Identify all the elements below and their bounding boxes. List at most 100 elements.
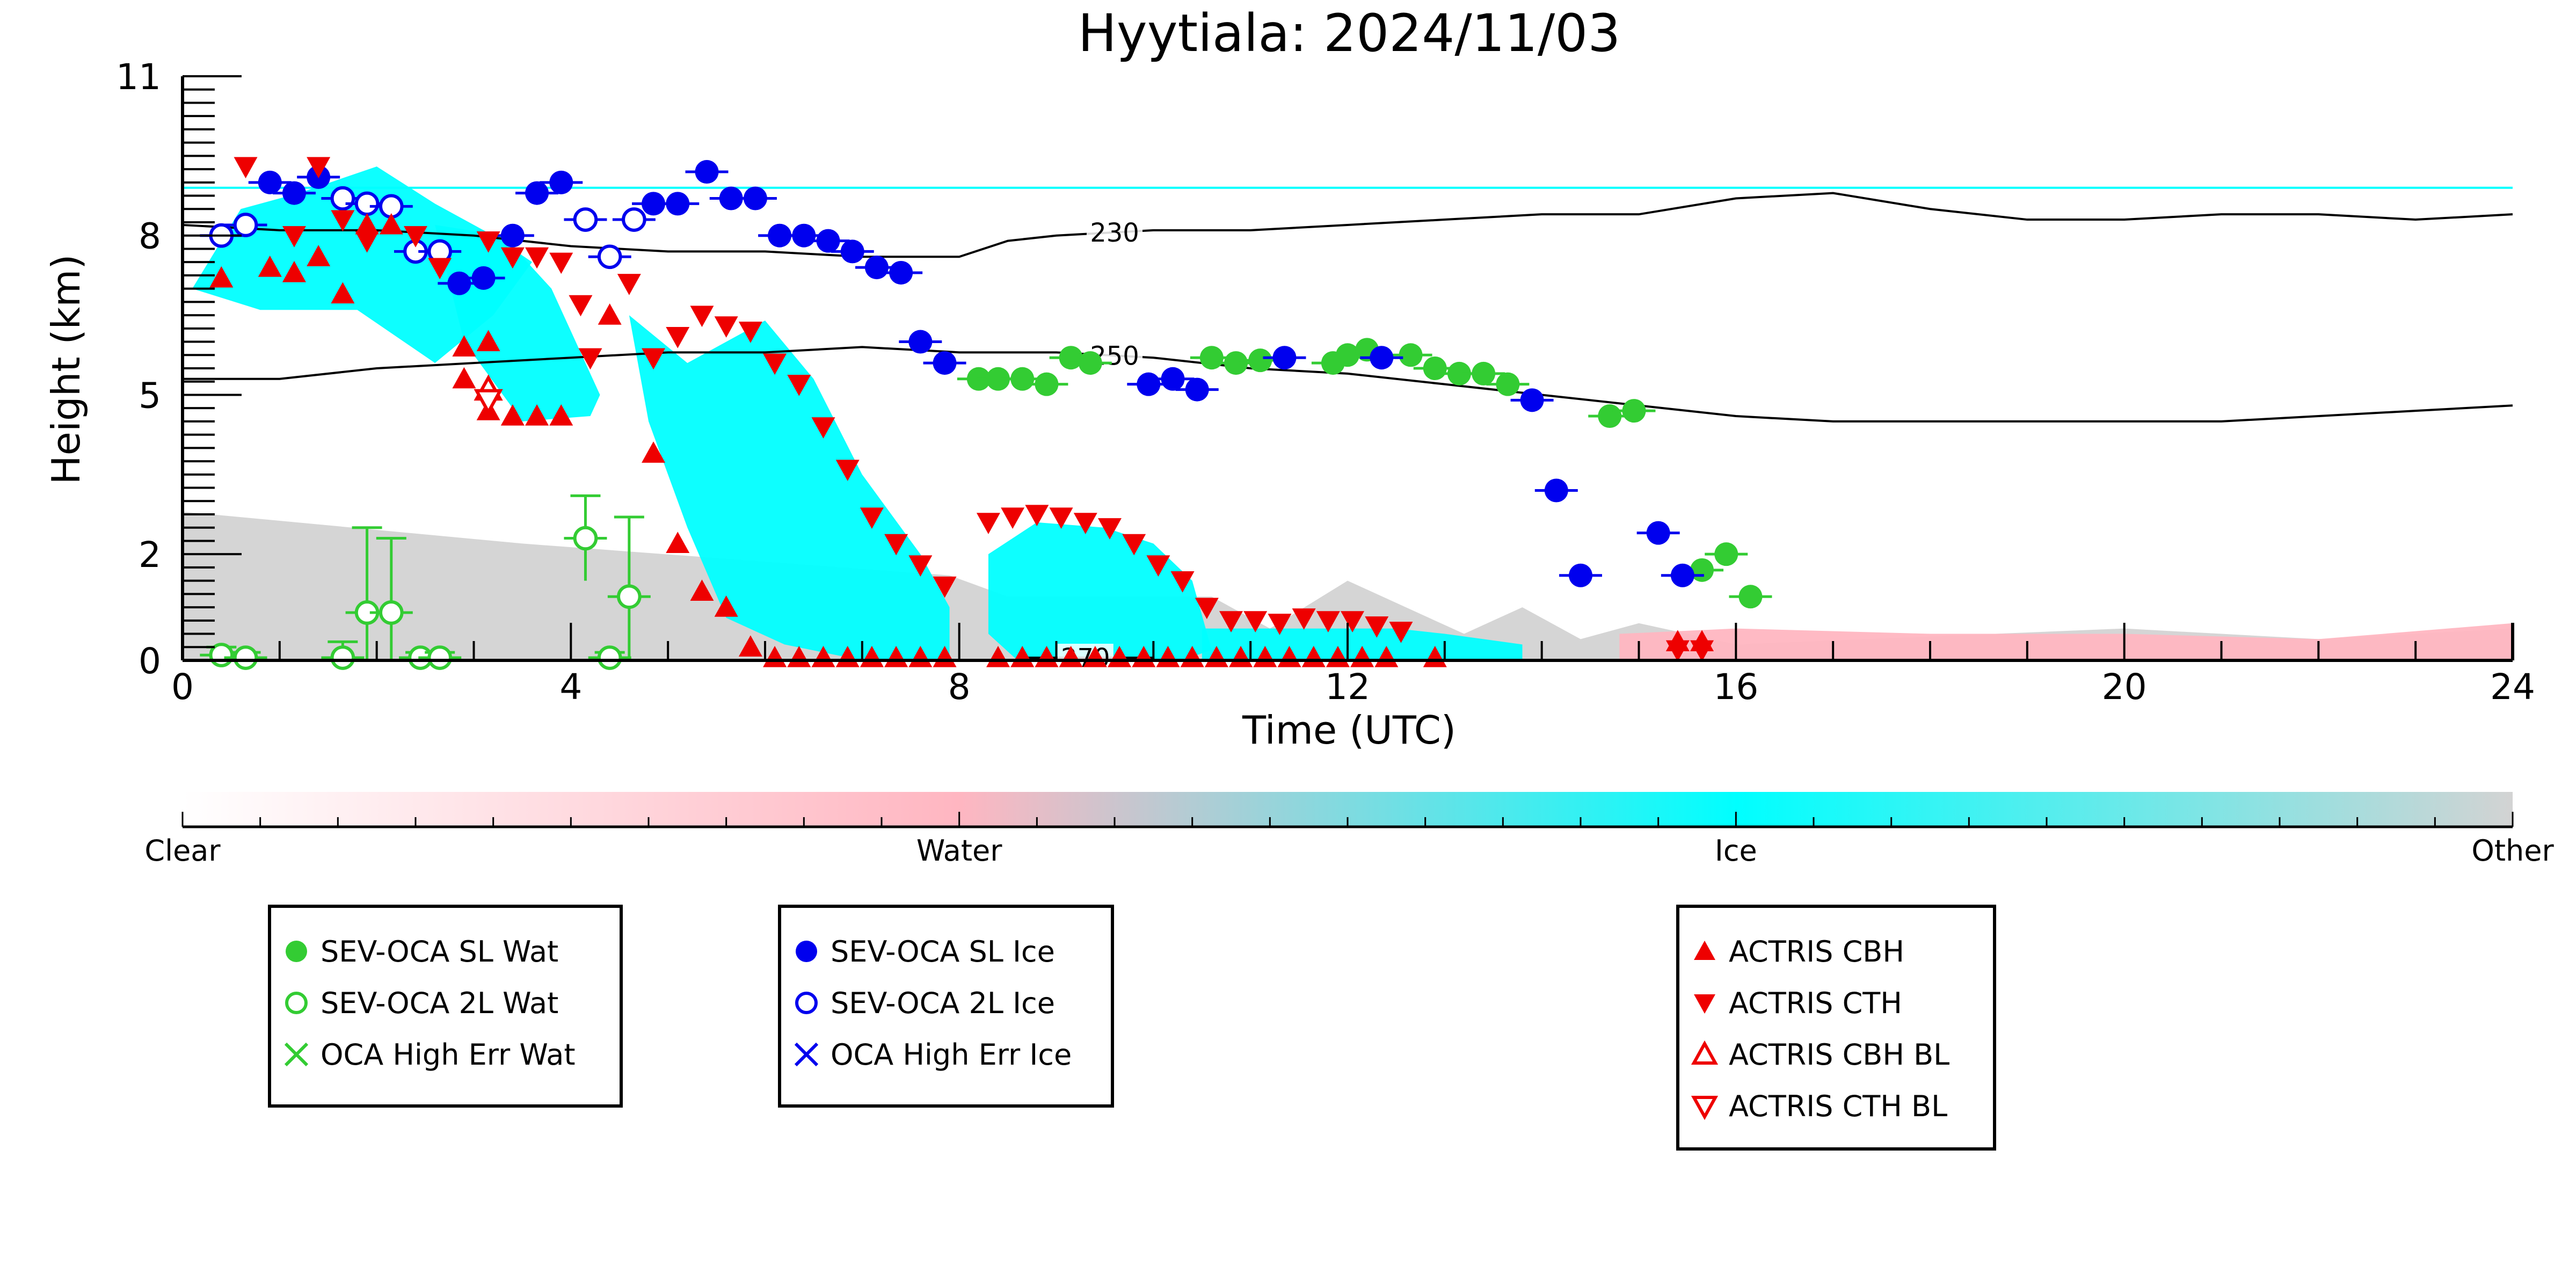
- data-point: [743, 186, 767, 210]
- data-point: [811, 417, 835, 439]
- data-point: [666, 327, 690, 348]
- series-sev-oca-sl-wat: [957, 338, 1772, 609]
- legend-label: ACTRIS CBH BL: [1729, 1038, 1949, 1072]
- data-point: [331, 282, 355, 304]
- y-tick-label: 5: [139, 375, 161, 416]
- x-tick-label: 0: [171, 666, 194, 708]
- contour-line-230: [182, 192, 2513, 258]
- data-point: [1268, 614, 1292, 635]
- contour-label-230: 230: [1090, 218, 1139, 248]
- data-point: [476, 231, 500, 253]
- data-point: [1248, 348, 1272, 373]
- legend-frame: [1676, 905, 1996, 1151]
- data-point: [355, 231, 379, 253]
- data-point: [598, 303, 622, 325]
- colorbar-label: Ice: [1715, 834, 1757, 868]
- colorbar-label: Other: [2471, 834, 2554, 868]
- legend-label: SEV-OCA 2L Wat: [321, 986, 558, 1020]
- colorbar-label: Clear: [144, 834, 221, 868]
- data-point: [282, 181, 306, 205]
- legend-label: OCA High Err Wat: [321, 1038, 576, 1072]
- data-point: [642, 441, 666, 463]
- data-point: [714, 595, 738, 617]
- ice-region-4: [1202, 628, 1523, 660]
- legend-label: SEV-OCA 2L Ice: [831, 986, 1055, 1020]
- data-point: [976, 513, 1000, 534]
- data-point: [1035, 372, 1059, 396]
- data-point: [1137, 372, 1161, 396]
- data-point: [933, 576, 957, 598]
- x-tick-label: 8: [948, 666, 971, 708]
- data-point: [1078, 351, 1102, 375]
- data-point: [578, 348, 602, 370]
- data-point: [986, 367, 1010, 391]
- data-point: [908, 555, 933, 577]
- data-point: [908, 330, 933, 354]
- x-tick-label: 24: [2490, 666, 2535, 708]
- data-point: [447, 271, 471, 295]
- data-point: [428, 258, 452, 280]
- data-point: [500, 247, 525, 269]
- data-point: [1272, 346, 1297, 370]
- x-tick-label: 20: [2102, 666, 2147, 708]
- legend-box-3: ACTRIS CBH ACTRIS CTH ACTRIS CBH BL ACTRIS …: [1676, 905, 1996, 1151]
- axes: 0 4 8 12 16 20 24 0 2 5 8 11: [116, 56, 2535, 708]
- data-point: [1569, 563, 1592, 587]
- data-point: [282, 226, 306, 248]
- legend-marker: [1691, 1040, 1719, 1065]
- data-point: [1472, 361, 1496, 385]
- data-point: [307, 157, 331, 179]
- data-point: [209, 266, 234, 288]
- data-point: [622, 207, 646, 232]
- data-point: [1185, 377, 1209, 402]
- data-point: [1010, 367, 1035, 391]
- data-point: [330, 645, 355, 670]
- legend-marker: [794, 1042, 819, 1067]
- series-sev-oca-sl-ice: [248, 160, 1704, 587]
- data-point: [1170, 571, 1195, 593]
- data-point: [452, 367, 476, 389]
- data-point: [1199, 346, 1224, 370]
- data-point: [889, 260, 913, 285]
- ice-region-2: [629, 315, 950, 660]
- data-point: [1690, 640, 1714, 662]
- legend-marker: [1691, 1096, 1719, 1120]
- data-point: [792, 223, 816, 248]
- data-point: [234, 157, 258, 179]
- data-point: [642, 192, 666, 216]
- data-point: [1399, 343, 1423, 367]
- data-point: [330, 186, 355, 211]
- data-point: [1670, 563, 1694, 587]
- data-point: [1341, 611, 1365, 632]
- data-point: [525, 181, 549, 205]
- legend-label: OCA High Err Ice: [831, 1038, 1072, 1072]
- data-point: [1001, 507, 1025, 529]
- y-tick-label: 0: [139, 641, 161, 682]
- legend-marker: [1694, 994, 1715, 1014]
- data-point: [617, 274, 641, 295]
- data-point: [719, 186, 743, 210]
- legend-frame: [778, 905, 1114, 1108]
- data-point: [1520, 388, 1544, 412]
- data-point: [1243, 611, 1268, 632]
- data-point: [787, 375, 811, 396]
- data-point: [476, 330, 500, 352]
- data-point: [1423, 356, 1447, 380]
- data-point: [258, 170, 282, 194]
- data-point: [1447, 361, 1471, 385]
- legend-marker: [795, 992, 818, 1014]
- data-point: [1219, 611, 1243, 632]
- data-point: [471, 266, 496, 290]
- data-point: [1714, 542, 1738, 566]
- data-point: [525, 404, 549, 426]
- legend-label: ACTRIS CTH BL: [1729, 1089, 1947, 1123]
- y-tick-label: 11: [116, 56, 161, 98]
- data-point: [642, 348, 666, 370]
- legend: SEV-OCA SL Wat SEV-OCA 2L Wat OCA High Err…: [268, 905, 1996, 1151]
- legend-box-1: SEV-OCA SL Wat SEV-OCA 2L Wat OCA High Err…: [268, 905, 623, 1108]
- data-point: [597, 645, 622, 670]
- data-point: [355, 213, 379, 235]
- data-point: [1049, 507, 1073, 529]
